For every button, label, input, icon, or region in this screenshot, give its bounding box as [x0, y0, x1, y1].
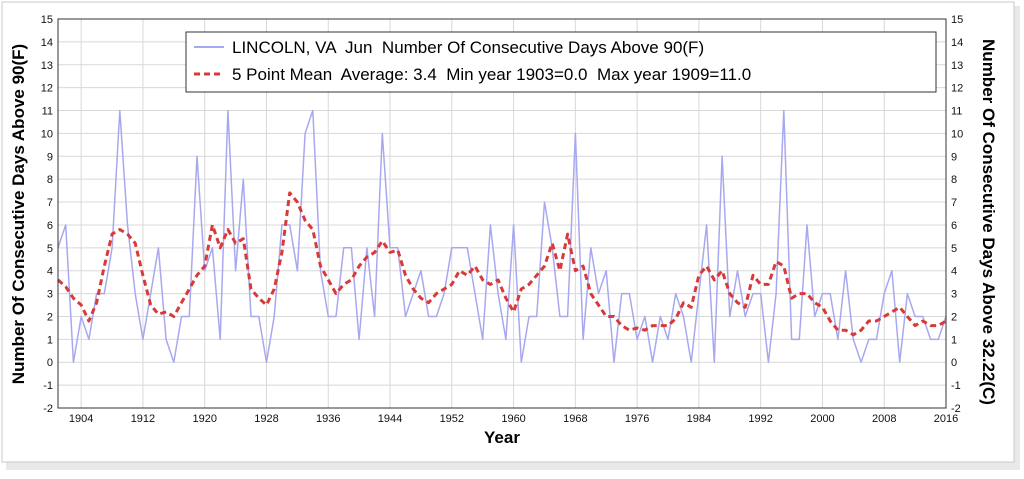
x-tick-labels: 1904 1912 1920 1928 1936 1944 1952 1960 1968 1976… — [69, 413, 958, 425]
y-tick-label-right: 2 — [951, 311, 957, 323]
y-tick-label-left: 1 — [47, 334, 53, 346]
x-tick-label: 1976 — [625, 413, 649, 425]
x-tick-label: 2008 — [872, 413, 896, 425]
y-tick-label-right: 8 — [951, 174, 957, 186]
x-tick-label: 2000 — [810, 413, 834, 425]
x-tick-label: 1904 — [69, 413, 93, 425]
y-tick-label-right: 1 — [951, 334, 957, 346]
y-tick-label-left: 7 — [47, 197, 53, 209]
y-axis-title-right: Number Of Consecutive Days Above 32.22(C… — [979, 39, 998, 405]
y-tick-label-right: 4 — [951, 266, 957, 278]
y-tick-label-right: 0 — [951, 357, 957, 369]
y-tick-label-right: 11 — [951, 106, 962, 118]
chart-window: -2 -1 0 1 2 3 4 5 6 7 8 9 10 11 12 13 14 15 -2 -1 0 1 2 3 4 5 6 7 8… — [0, 0, 1024, 474]
y-tick-label-left: 15 — [41, 14, 53, 26]
x-tick-label: 1952 — [440, 413, 464, 425]
x-tick-label: 2016 — [934, 413, 958, 425]
x-tick-label: 1912 — [131, 413, 155, 425]
y-tick-label-right: 7 — [951, 197, 957, 209]
y-tick-label-right: 13 — [951, 60, 963, 72]
y-tick-label-left: 3 — [47, 289, 53, 301]
y-tick-label-left: 4 — [47, 266, 53, 278]
y-tick-label-left: 8 — [47, 174, 53, 186]
y-tick-label-right: 15 — [951, 14, 963, 26]
y-tick-label-left: 10 — [41, 128, 53, 140]
x-axis-title: Year — [484, 428, 520, 447]
y-tick-label-left: 5 — [47, 243, 53, 255]
legend-label-mean: 5 Point Mean Average: 3.4 Min year 1903=… — [232, 65, 751, 84]
y-tick-label-left: 6 — [47, 220, 53, 232]
y-tick-label-right: 9 — [951, 151, 957, 163]
y-tick-label-right: 10 — [951, 128, 963, 140]
x-tick-label: 1928 — [254, 413, 278, 425]
x-tick-label: 1960 — [501, 413, 525, 425]
chart: -2-10123456789101112131415 -2-1012345678… — [0, 0, 1024, 474]
x-tick-label: 1936 — [316, 413, 340, 425]
x-tick-label: 1984 — [687, 413, 711, 425]
y-tick-label-right: 5 — [951, 243, 957, 255]
x-tick-label: 1920 — [192, 413, 216, 425]
y-tick-label-left: 11 — [42, 106, 53, 118]
y-tick-label-left: -1 — [43, 380, 53, 392]
y-tick-label-left: 9 — [47, 151, 53, 163]
y-tick-label-right: 14 — [951, 37, 963, 49]
y-tick-label-right: 3 — [951, 289, 957, 301]
legend: LINCOLN, VA Jun Number Of Consecutive Da… — [186, 32, 936, 92]
y-tick-label-right: -1 — [951, 380, 961, 392]
x-tick-label: 1944 — [378, 413, 402, 425]
y-tick-label-left: 14 — [41, 37, 53, 49]
legend-label-raw: LINCOLN, VA Jun Number Of Consecutive Da… — [232, 38, 704, 57]
y-tick-label-left: 2 — [47, 311, 53, 323]
y-tick-label-left: 12 — [41, 83, 53, 95]
x-tick-label: 1992 — [748, 413, 772, 425]
y-tick-label-left: -2 — [43, 403, 53, 415]
y-axis-title-left: Number Of Consecutive Days Above 90(F) — [9, 44, 28, 384]
y-tick-label-right: 12 — [951, 83, 963, 95]
x-tick-label: 1968 — [563, 413, 587, 425]
y-tick-label-left: 13 — [41, 60, 53, 72]
y-tick-label-right: 6 — [951, 220, 957, 232]
y-tick-label-left: 0 — [47, 357, 53, 369]
